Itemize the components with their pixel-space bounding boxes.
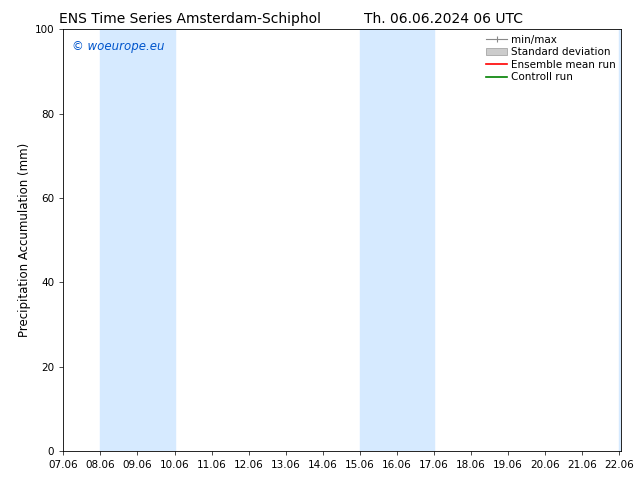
Legend: min/max, Standard deviation, Ensemble mean run, Controll run: min/max, Standard deviation, Ensemble me… xyxy=(484,32,618,84)
Bar xyxy=(100,29,174,451)
Text: Th. 06.06.2024 06 UTC: Th. 06.06.2024 06 UTC xyxy=(365,12,523,26)
Bar xyxy=(619,29,621,451)
Y-axis label: Precipitation Accumulation (mm): Precipitation Accumulation (mm) xyxy=(18,143,30,337)
Text: © woeurope.eu: © woeurope.eu xyxy=(72,40,164,53)
Bar xyxy=(359,29,434,451)
Text: ENS Time Series Amsterdam-Schiphol: ENS Time Series Amsterdam-Schiphol xyxy=(59,12,321,26)
